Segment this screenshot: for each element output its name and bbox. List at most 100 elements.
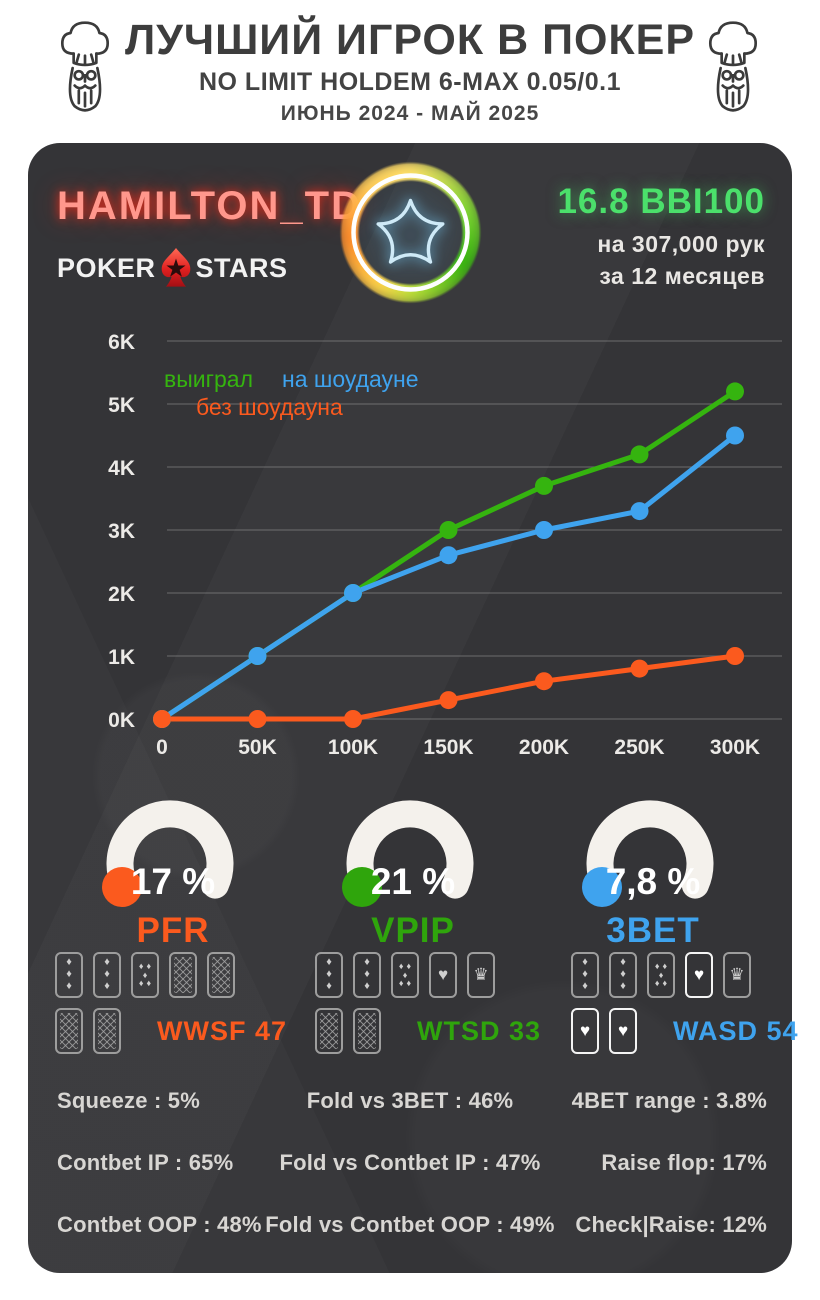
data-point: [439, 546, 458, 565]
card-heart: ♥: [429, 952, 457, 998]
stats-column-3: 4BET range : 3.8% Raise flop: 17% Check|Ra…: [545, 1088, 767, 1274]
data-point: [535, 521, 553, 539]
card-pips3: ♦ ♦ ♦: [93, 952, 121, 998]
neon-ring-glow: [338, 160, 483, 305]
combo-row-1: ♦ ♦ ♦ ♦ ♦ ♦ ♦♦ ♦ ♦♦ ♥ ♛: [571, 952, 799, 998]
chef-icon: [60, 21, 110, 112]
y-axis-tick: 2K: [108, 583, 135, 606]
legend-item: на шоудауне: [282, 366, 419, 392]
legend-item: без шоудауна: [196, 394, 343, 420]
gauge-vpip: 21 % VPIP: [342, 800, 474, 950]
gauge-arc: [586, 800, 714, 899]
card-pips3: ♦ ♦ ♦: [55, 952, 83, 998]
card-back: [93, 1008, 121, 1054]
stats-column-2: Fold vs 3BET : 46% Fold vs Contbet IP : 4…: [235, 1088, 585, 1274]
card-back: [353, 1008, 381, 1054]
x-axis-tick: 0: [156, 736, 168, 759]
combo-row-2: ♥ ♥ WASD 54: [571, 1008, 799, 1054]
card-pips3: ♦ ♦ ♦: [609, 952, 637, 998]
header: ЛУЧШИЙ ИГРОК В ПОКЕР NO LIMIT HOLDEM 6-M…: [0, 0, 820, 143]
x-axis-tick: 200K: [519, 736, 569, 759]
duration-label: за 12 месяцев: [599, 263, 765, 289]
data-point: [439, 521, 458, 539]
data-point: [344, 584, 362, 602]
neon-badge: [338, 160, 483, 305]
gauge-arc: [346, 800, 474, 899]
series-line-без шоудауна: [159, 653, 738, 722]
x-axis-tick: 250K: [614, 736, 664, 759]
y-axis-tick: 5K: [108, 394, 135, 417]
stat-line: Fold vs 3BET : 46%: [306, 1088, 514, 1113]
gauge-arc: [106, 800, 234, 899]
y-axis-tick: 6K: [108, 331, 135, 354]
data-point: [535, 476, 553, 495]
combo-label: WWSF 47: [157, 1015, 288, 1046]
data-point: [153, 710, 171, 728]
y-axis-tick: 0K: [108, 709, 135, 732]
card-pips3: ♦ ♦ ♦: [571, 952, 599, 998]
gauge-label: PFR: [137, 911, 210, 950]
card-pips5: ♦♦ ♦ ♦♦: [647, 952, 675, 998]
x-axis-tick: 150K: [423, 736, 473, 759]
y-axis-tick: 1K: [108, 646, 135, 669]
x-axis-tick: 100K: [328, 736, 378, 759]
card-back: [169, 952, 197, 998]
card-pips3: ♦ ♦ ♦: [353, 952, 381, 998]
card-back: [207, 952, 235, 998]
combo-group-wasd: ♦ ♦ ♦ ♦ ♦ ♦ ♦♦ ♦ ♦♦ ♥ ♛ ♥ ♥ WASD 54: [571, 952, 799, 1054]
winrate-value: 16.8 BBI100: [557, 182, 765, 221]
gauge-label: 3BET: [606, 911, 699, 950]
stat-line: Squeeze : 5%: [57, 1088, 201, 1113]
stat-line: Fold vs Contbet OOP : 49%: [265, 1212, 555, 1237]
card-back: [315, 1008, 343, 1054]
winnings-line-chart: 0K 1K 2K 3K 4K 5K 6K 0 50K 100K 150K 200K 250K 300K: [108, 331, 782, 759]
gauge-marker-dot: [342, 867, 382, 907]
card-pips5: ♦♦ ♦ ♦♦: [131, 952, 159, 998]
x-axis-tick: 300K: [710, 736, 760, 759]
combo-group-wtsd: ♦ ♦ ♦ ♦ ♦ ♦ ♦♦ ♦ ♦♦ ♥ ♛ WTSD 33: [315, 952, 541, 1054]
stat-line: 4BET range : 3.8%: [571, 1088, 767, 1113]
period-label: ИЮНЬ 2024 - МАЙ 2025: [280, 102, 540, 125]
card-crown: ♛: [723, 952, 751, 998]
card-heart-white: ♥: [571, 1008, 599, 1054]
game-subtitle: NO LIMIT HOLDEM 6-MAX 0.05/0.1: [198, 68, 621, 96]
stat-line: Check|Raise: 12%: [575, 1212, 767, 1237]
player-nickname: HAMILTON_TD: [57, 184, 362, 228]
card-heart-white: ♥: [609, 1008, 637, 1054]
pokerstars-word-poker: POKER: [57, 252, 156, 283]
combo-label: WASD 54: [673, 1015, 799, 1046]
page-title: ЛУЧШИЙ ИГРОК В ПОКЕР: [124, 16, 696, 64]
gauge-label: VPIP: [371, 911, 455, 950]
data-point: [248, 710, 267, 728]
data-point: [726, 647, 744, 665]
gauge-value: 21 %: [371, 861, 455, 902]
combo-row-1: ♦ ♦ ♦ ♦ ♦ ♦ ♦♦ ♦ ♦♦: [55, 952, 287, 998]
data-point: [630, 502, 649, 521]
chef-icon: [708, 21, 758, 112]
combo-label: WTSD 33: [417, 1015, 542, 1046]
data-point: [439, 691, 458, 710]
stat-line: Fold vs Contbet IP : 47%: [279, 1150, 541, 1175]
x-axis-tick: 50K: [238, 736, 277, 759]
combo-group-wwsf: ♦ ♦ ♦ ♦ ♦ ♦ ♦♦ ♦ ♦♦ WWSF 47: [55, 952, 287, 1054]
legend-item: выиграл: [164, 366, 253, 392]
combo-row-1: ♦ ♦ ♦ ♦ ♦ ♦ ♦♦ ♦ ♦♦ ♥ ♛: [315, 952, 541, 998]
combo-row-2: WWSF 47: [55, 1008, 287, 1054]
card-crown: ♛: [467, 952, 495, 998]
gauge-marker-dot: [582, 867, 622, 907]
gauge-value: 7,8 %: [606, 861, 701, 902]
data-point: [344, 710, 362, 728]
stats-column-1: Squeeze : 5% Contbet IP : 65% Contbet OOP …: [57, 1088, 287, 1274]
data-point: [248, 647, 267, 665]
gauge-marker-dot: [102, 867, 142, 907]
pokerstars-spade-icon: [161, 247, 190, 287]
data-point: [630, 659, 649, 678]
data-point: [535, 672, 553, 691]
gauge-value: 17 %: [131, 861, 215, 902]
series-line-на шоудауне: [159, 433, 738, 722]
pokerstars-logo: POKER STARS: [57, 247, 288, 289]
pokerstars-word-stars: STARS: [195, 252, 288, 283]
hands-sample: на 307,000 рук: [597, 231, 765, 257]
y-axis-tick: 4K: [108, 457, 135, 480]
